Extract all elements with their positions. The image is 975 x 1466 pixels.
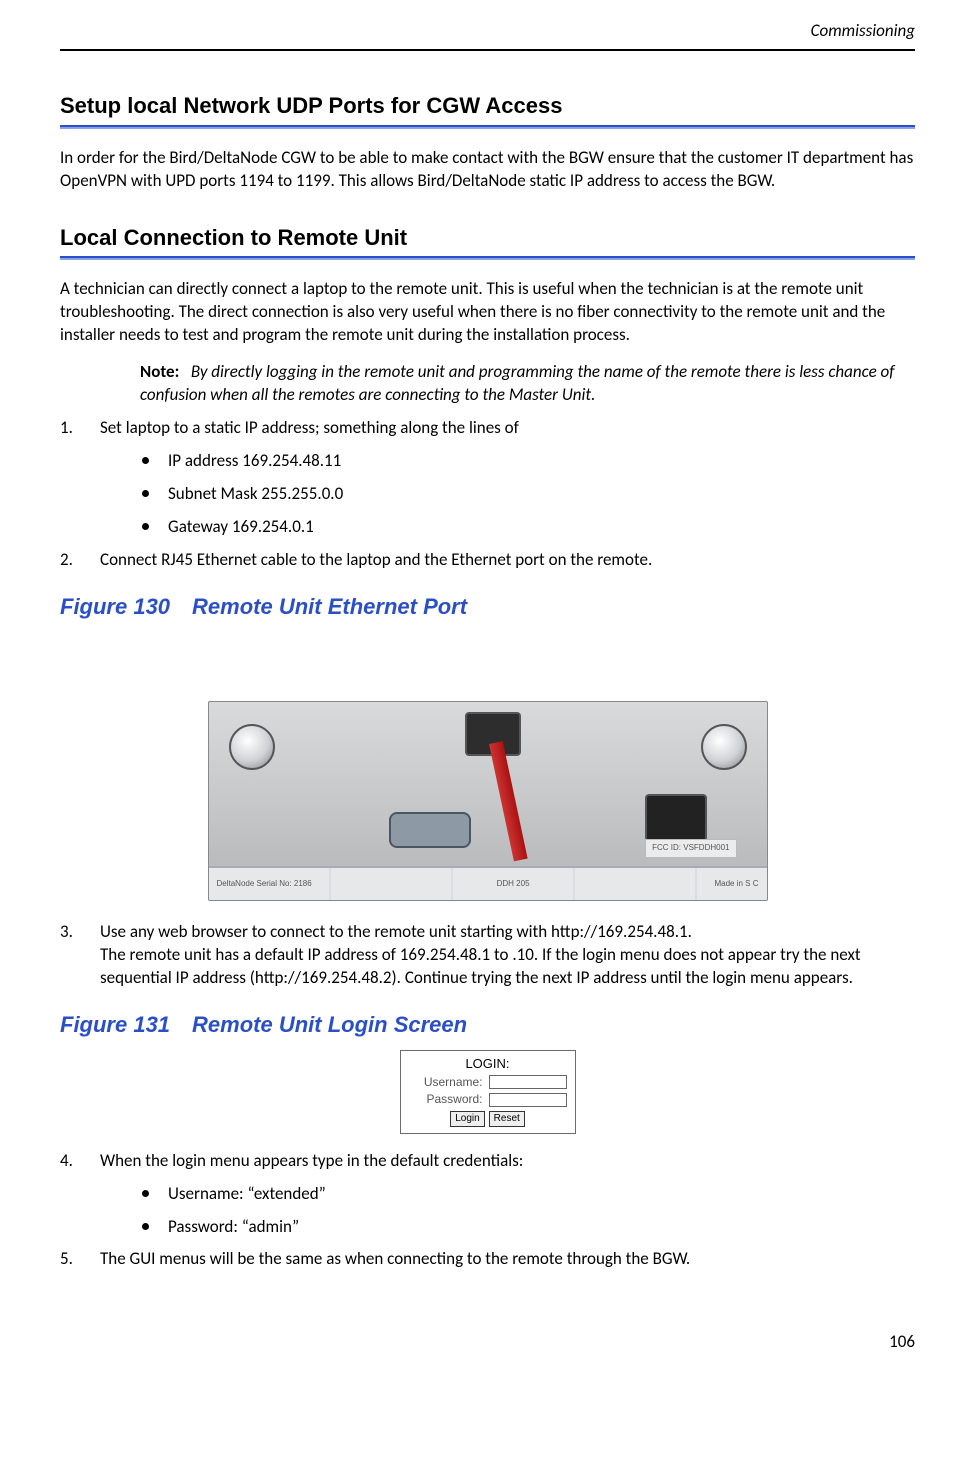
- reset-button[interactable]: Reset: [489, 1111, 525, 1127]
- username-label: Username:: [424, 1074, 483, 1090]
- step-2: 2. Connect RJ45 Ethernet cable to the la…: [60, 549, 915, 572]
- step-5-text: The GUI menus will be the same as when c…: [100, 1248, 690, 1269]
- password-label: Password:: [426, 1091, 482, 1107]
- note-block: Note: By directly logging in the remote …: [140, 361, 915, 407]
- section-1-rule: [60, 125, 915, 129]
- coax-connector-left-icon: [229, 724, 275, 770]
- page-number: 106: [60, 1331, 915, 1354]
- step-4: 4. When the login menu appears type in t…: [60, 1150, 915, 1239]
- section-2-title: Local Connection to Remote Unit: [60, 223, 915, 253]
- device-info-strip: DeltaNode Serial No: 2186 DDH 205 Made i…: [209, 866, 767, 900]
- figure-130: Ethernet Port FCC ID: VSFDDH001 DeltaNod…: [208, 701, 768, 901]
- step-4-number: 4.: [60, 1150, 73, 1173]
- step-1-bullet-subnet: Subnet Mask 255.255.0.0: [142, 483, 915, 506]
- info-strip-right: Made in S C: [714, 879, 758, 890]
- step-4-bullet-username: Username: “extended”: [142, 1183, 915, 1206]
- section-1-body: In order for the Bird/DeltaNode CGW to b…: [60, 147, 915, 193]
- ethernet-port-icon: [465, 712, 521, 756]
- step-3-line2: The remote unit has a default IP address…: [100, 944, 861, 988]
- step-1: 1. Set laptop to a static IP address; so…: [60, 417, 915, 539]
- step-5: 5. The GUI menus will be the same as whe…: [60, 1248, 915, 1271]
- login-button[interactable]: Login: [450, 1111, 484, 1127]
- step-2-text: Connect RJ45 Ethernet cable to the lapto…: [100, 549, 652, 570]
- step-1-bullet-ip: IP address 169.254.48.11: [142, 450, 915, 473]
- section-2-rule: [60, 256, 915, 260]
- running-header: Commissioning: [60, 20, 915, 49]
- section-2-body: A technician can directly connect a lapt…: [60, 278, 915, 347]
- password-input[interactable]: [489, 1093, 567, 1107]
- step-3: 3. Use any web browser to connect to the…: [60, 921, 915, 990]
- step-1-text: Set laptop to a static IP address; somet…: [100, 417, 519, 438]
- step-1-bullet-gateway: Gateway 169.254.0.1: [142, 516, 915, 539]
- step-4-bullet-password: Password: “admin”: [142, 1216, 915, 1239]
- step-1-number: 1.: [60, 417, 73, 440]
- step-3-line1: Use any web browser to connect to the re…: [100, 921, 692, 942]
- login-title: LOGIN:: [409, 1055, 567, 1073]
- step-2-number: 2.: [60, 549, 73, 572]
- figure-130-caption: Figure 130 Remote Unit Ethernet Port: [60, 592, 915, 622]
- header-rule: [60, 49, 915, 51]
- coax-connector-right-icon: [701, 724, 747, 770]
- fcc-id-label: FCC ID: VSFDDH001: [645, 839, 736, 858]
- device-panel-image: FCC ID: VSFDDH001 DeltaNode Serial No: 2…: [208, 701, 768, 901]
- info-strip-model: DDH 205: [497, 879, 530, 890]
- power-inlet-icon: [645, 794, 707, 842]
- step-5-number: 5.: [60, 1248, 73, 1271]
- note-body: By directly logging in the remote unit a…: [140, 361, 894, 405]
- serial-port-icon: [389, 812, 471, 848]
- figure-131-caption: Figure 131 Remote Unit Login Screen: [60, 1010, 915, 1040]
- info-strip-left: DeltaNode Serial No: 2186: [217, 879, 312, 890]
- step-3-number: 3.: [60, 921, 73, 944]
- login-form: LOGIN: Username: Password: Login Reset: [400, 1050, 576, 1134]
- step-4-text: When the login menu appears type in the …: [100, 1150, 523, 1171]
- username-input[interactable]: [489, 1075, 567, 1089]
- section-1-title: Setup local Network UDP Ports for CGW Ac…: [60, 91, 915, 121]
- note-label: Note:: [140, 361, 179, 382]
